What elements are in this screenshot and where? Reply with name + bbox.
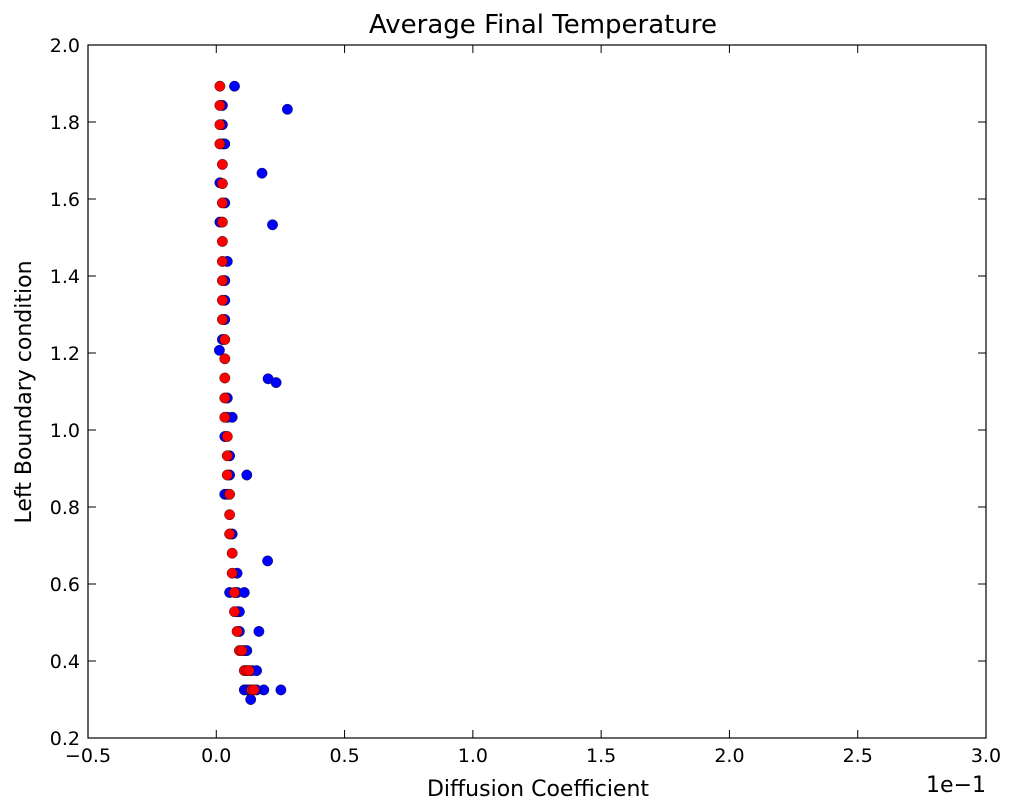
x-tick-label: 2.0 <box>714 745 744 767</box>
data-point <box>229 587 240 598</box>
data-point <box>226 547 238 559</box>
data-point <box>214 138 226 150</box>
data-point <box>241 469 253 481</box>
data-point <box>216 314 228 325</box>
data-point <box>216 197 228 209</box>
data-point <box>221 450 233 462</box>
data-point <box>216 255 228 267</box>
x-tick-label: 0.0 <box>201 745 231 767</box>
data-point <box>236 645 248 656</box>
data-point <box>281 103 293 115</box>
data-point <box>267 219 278 231</box>
data-point <box>221 469 233 481</box>
data-point <box>219 372 231 384</box>
plot-frame <box>87 44 987 739</box>
data-point <box>214 119 226 131</box>
data-point <box>226 567 238 579</box>
y-tick-label: 0.8 <box>50 497 80 519</box>
y-tick-label: 1.6 <box>50 189 80 211</box>
chart-title: Average Final Temperature <box>369 10 717 40</box>
y-tick-label: 1.2 <box>50 343 80 365</box>
data-point <box>270 377 282 388</box>
data-point <box>219 334 231 345</box>
data-point <box>231 626 243 637</box>
data-point <box>275 684 287 696</box>
data-point <box>219 392 231 404</box>
data-point <box>245 694 257 705</box>
data-point <box>253 626 265 637</box>
data-point <box>262 555 273 567</box>
y-tick-label: 1.4 <box>50 266 80 288</box>
data-point <box>256 167 268 179</box>
y-tick-label: 0.6 <box>50 574 80 596</box>
x-tick-label: 1.0 <box>458 745 488 767</box>
data-point <box>229 80 240 92</box>
data-point <box>216 235 228 247</box>
y-tick-label: 1.0 <box>50 420 80 442</box>
y-tick-label: 0.4 <box>50 651 80 673</box>
data-point <box>214 80 226 92</box>
data-point <box>216 294 228 306</box>
x-tick-label: 2.5 <box>843 745 873 767</box>
data-point <box>221 431 233 442</box>
data-point <box>224 509 236 521</box>
y-tick-label: 1.8 <box>50 112 80 134</box>
data-point <box>216 275 228 286</box>
x-axis-label: Diffusion Coefficient <box>427 777 649 802</box>
data-point <box>238 587 250 598</box>
data-point <box>219 411 231 423</box>
x-tick-label: −0.5 <box>65 745 111 767</box>
y-tick-label: 0.2 <box>50 728 80 750</box>
x-axis-offset-label: 1e−1 <box>926 773 986 798</box>
y-axis-label: Left Boundary condition <box>12 260 37 523</box>
data-point <box>216 158 228 170</box>
data-point <box>224 488 236 500</box>
data-point <box>243 665 255 676</box>
y-tick-label: 2.0 <box>50 35 80 57</box>
data-point <box>213 344 225 356</box>
x-tick-label: 1.5 <box>586 745 616 767</box>
data-point <box>224 528 236 540</box>
data-point <box>214 100 226 111</box>
data-point <box>216 216 228 228</box>
data-point <box>229 606 240 618</box>
data-point <box>248 684 260 696</box>
plot-area: −0.5 0.0 0.5 1.0 1.5 2.0 2.5 3.0 0.2 0.4 0.6 0.8 1.0… <box>50 35 1001 767</box>
x-tick-label: 0.5 <box>329 745 359 767</box>
data-point <box>219 353 231 365</box>
x-tick-label: 3.0 <box>971 745 1001 767</box>
data-point <box>216 178 228 190</box>
